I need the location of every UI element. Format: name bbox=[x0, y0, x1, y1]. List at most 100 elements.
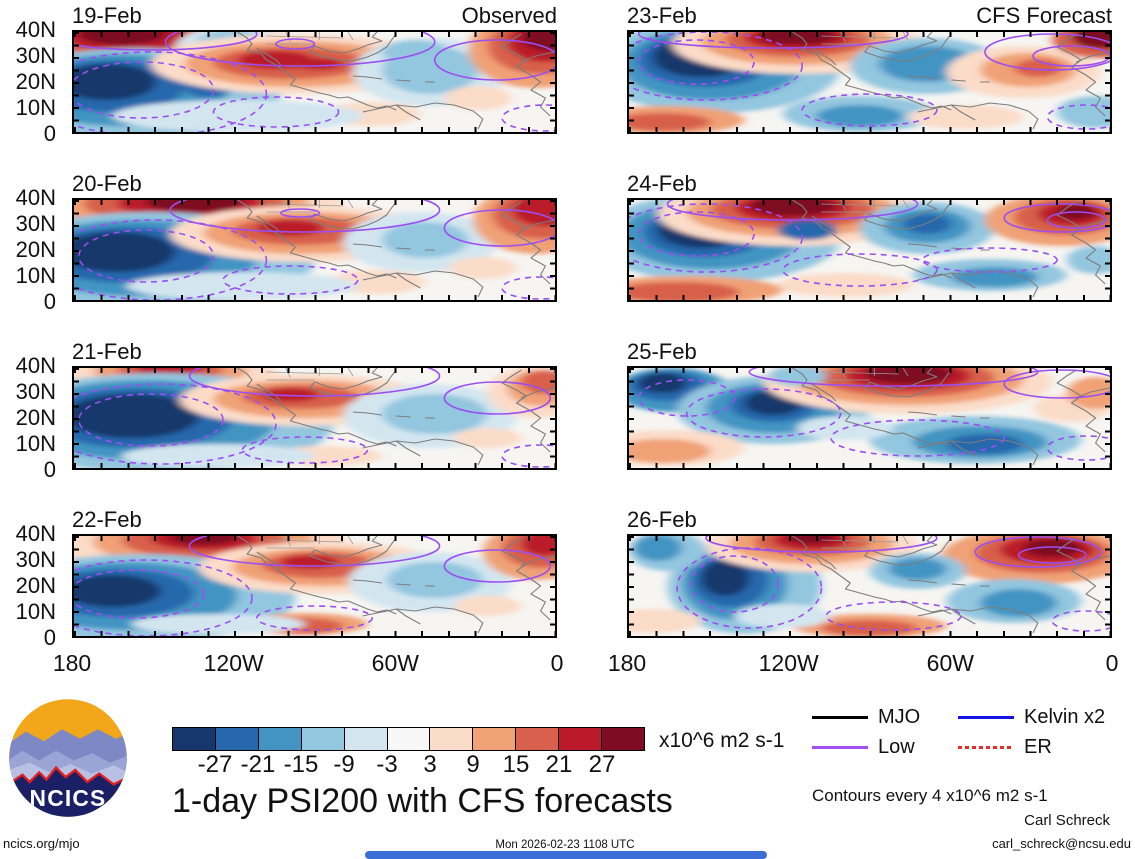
y-axis-labels: 40N 30N 20N 10N 0 bbox=[4, 17, 64, 146]
colorbar-tick-label: 21 bbox=[545, 751, 573, 778]
panel-date-label: 26-Feb bbox=[627, 507, 697, 532]
x-tick-label: 0 bbox=[1105, 650, 1119, 676]
tick-marks-top-icon bbox=[629, 200, 1110, 205]
colorbar-segment bbox=[344, 728, 388, 750]
tick-marks-right-icon bbox=[1105, 536, 1110, 636]
colorbar-tick-label: -9 bbox=[333, 751, 355, 778]
x-tick-label: 60W bbox=[371, 650, 419, 676]
logo-text: NCICS bbox=[30, 785, 107, 811]
legend-line-icon bbox=[958, 746, 1014, 749]
panel-title-row: 21-Feb bbox=[72, 340, 557, 364]
map-panel: 20-Feb 40N 30N 20N 10N 0 bbox=[16, 172, 557, 340]
author-email[interactable]: carl_schreck@ncsu.edu bbox=[992, 836, 1131, 851]
legend-label: ER bbox=[1024, 736, 1052, 758]
y-tick-label: 10N bbox=[15, 599, 56, 624]
tick-marks-top-icon bbox=[74, 200, 555, 205]
tick-marks-bottom-icon bbox=[629, 463, 1110, 468]
contour-legend: MJO Low Kelvin x2 ER bbox=[812, 702, 1132, 766]
tick-marks-left-icon bbox=[629, 536, 634, 636]
tick-marks-right-icon bbox=[550, 200, 555, 300]
panel-date-label: 24-Feb bbox=[627, 171, 697, 196]
map-plot bbox=[72, 366, 557, 470]
contour-map bbox=[629, 536, 1110, 636]
colorbar-tick-label: 15 bbox=[502, 751, 530, 778]
tick-marks-left-icon bbox=[74, 200, 79, 300]
colorbar-segment bbox=[258, 728, 302, 750]
map-panel: 22-Feb 40N 30N 20N 10N 0 bbox=[16, 507, 557, 676]
contour-map bbox=[74, 368, 555, 468]
map-panel: 19-Feb Observed 40N 30N 20N 10N 0 bbox=[16, 4, 557, 172]
tick-marks-left-icon bbox=[74, 536, 79, 636]
map-plot bbox=[72, 198, 557, 302]
y-axis-labels: 40N 30N 20N 10N 0 bbox=[4, 521, 64, 650]
colorbar bbox=[172, 727, 645, 751]
map-plot bbox=[627, 198, 1112, 302]
x-tick-label: 0 bbox=[550, 650, 564, 676]
y-tick-label: 0 bbox=[43, 625, 56, 650]
map-panel: 23-Feb CFS Forecast bbox=[627, 4, 1112, 172]
forecast-column: 23-Feb CFS Forecast 24-Feb bbox=[627, 4, 1112, 676]
colorbar-segment bbox=[559, 728, 603, 750]
x-axis-forecast: 180 120W 60W 0 bbox=[608, 650, 1119, 680]
colorbar-tick-label: -21 bbox=[240, 751, 276, 778]
contour-map bbox=[74, 536, 555, 636]
tick-marks-bottom-icon bbox=[629, 127, 1110, 132]
contour-map bbox=[629, 32, 1110, 132]
tick-marks-right-icon bbox=[1105, 200, 1110, 300]
y-tick-label: 30N bbox=[15, 43, 56, 68]
colorbar-tick-label: 27 bbox=[588, 751, 616, 778]
panel-title-row: 25-Feb bbox=[627, 340, 1112, 364]
contour-map bbox=[74, 200, 555, 300]
map-plot bbox=[627, 30, 1112, 134]
y-axis-labels: 40N 30N 20N 10N 0 bbox=[4, 353, 64, 482]
y-tick-label: 0 bbox=[43, 289, 56, 314]
colorbar-segment bbox=[215, 728, 259, 750]
legend-line-icon bbox=[812, 716, 868, 719]
tick-marks-bottom-icon bbox=[74, 127, 555, 132]
tick-marks-top-icon bbox=[629, 536, 1110, 541]
y-tick-label: 20N bbox=[15, 573, 56, 598]
tick-marks-right-icon bbox=[1105, 368, 1110, 468]
author-credit: Carl Schreck bbox=[1024, 812, 1110, 829]
x-tick-label: 180 bbox=[607, 650, 647, 676]
y-tick-label: 20N bbox=[15, 237, 56, 262]
page-scrollbar[interactable] bbox=[365, 851, 767, 859]
y-tick-label: 20N bbox=[15, 69, 56, 94]
colorbar-tick-label: -27 bbox=[197, 751, 233, 778]
tick-marks-top-icon bbox=[74, 32, 555, 37]
panel-title-row: 20-Feb bbox=[72, 172, 557, 196]
colorbar-segment bbox=[430, 728, 474, 750]
observed-column: 19-Feb Observed 40N 30N 20N 10N 0 20-Feb bbox=[16, 4, 557, 676]
site-url[interactable]: ncics.org/mjo bbox=[3, 836, 80, 851]
y-tick-label: 20N bbox=[15, 405, 56, 430]
colorbar-segment bbox=[602, 728, 644, 750]
y-tick-label: 0 bbox=[43, 121, 56, 146]
colorbar-tick-label: 9 bbox=[466, 751, 480, 778]
y-tick-label: 30N bbox=[15, 211, 56, 236]
colorbar-labels: -27 -21 -15 -9 -3 3 9 15 21 27 bbox=[172, 751, 645, 779]
y-tick-label: 30N bbox=[15, 547, 56, 572]
map-panel: 26-Feb bbox=[627, 508, 1112, 676]
tick-marks-left-icon bbox=[629, 200, 634, 300]
x-axis-observed: 180 120W 60W 0 bbox=[53, 650, 564, 680]
ncics-logo: NCICS bbox=[9, 699, 127, 817]
map-plot bbox=[627, 534, 1112, 638]
tick-marks-left-icon bbox=[629, 32, 634, 132]
tick-marks-left-icon bbox=[74, 368, 79, 468]
tick-marks-top-icon bbox=[74, 536, 555, 541]
contour-interval-note: Contours every 4 x10^6 m2 s-1 bbox=[812, 786, 1048, 805]
contour-map bbox=[629, 368, 1110, 468]
y-tick-label: 10N bbox=[15, 431, 56, 456]
panel-date-label: 22-Feb bbox=[72, 507, 142, 532]
colorbar-segment bbox=[301, 728, 345, 750]
tick-marks-right-icon bbox=[550, 536, 555, 636]
contour-map bbox=[74, 32, 555, 132]
tick-marks-left-icon bbox=[629, 368, 634, 468]
panel-date-label: 25-Feb bbox=[627, 339, 697, 364]
map-plot bbox=[72, 30, 557, 134]
colorbar-tick-label: -15 bbox=[283, 751, 319, 778]
x-tick-label: 120W bbox=[758, 650, 819, 676]
tick-marks-right-icon bbox=[1105, 32, 1110, 132]
tick-marks-bottom-icon bbox=[629, 631, 1110, 636]
